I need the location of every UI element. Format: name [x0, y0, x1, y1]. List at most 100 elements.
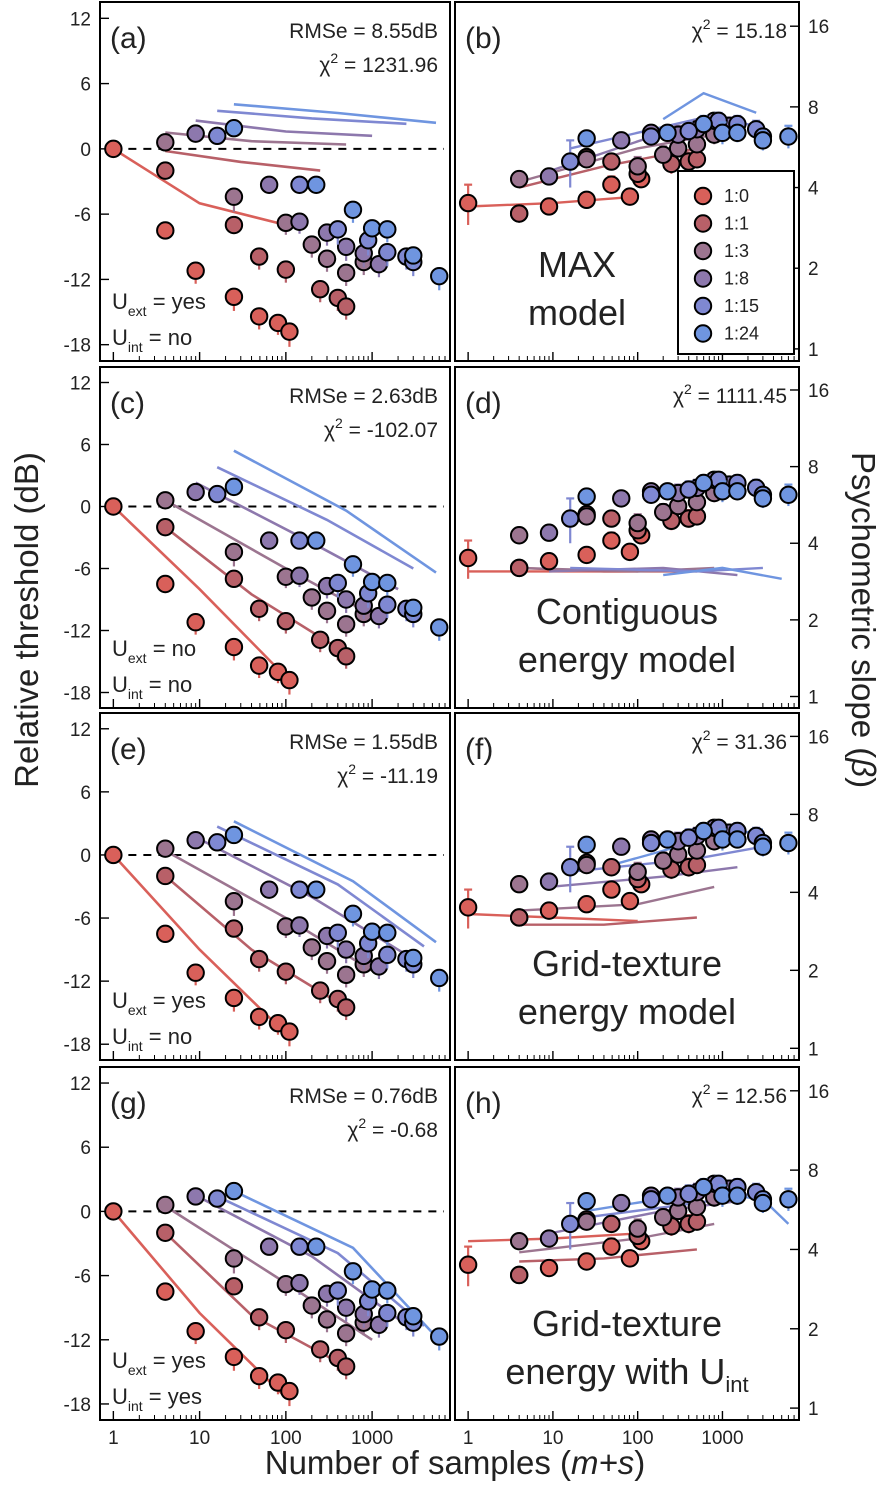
- threshold-point-1-1: [336, 998, 356, 1017]
- model-curve-1-8: [548, 866, 738, 889]
- slope-point-1-0: [602, 175, 621, 194]
- slope-point-1-8: [539, 523, 559, 542]
- threshold-point-1-8: [290, 1273, 309, 1293]
- threshold-point-1-1: [156, 161, 175, 180]
- uext-label: Uext = yes: [112, 1348, 206, 1378]
- threshold-point-1-3: [302, 235, 322, 254]
- threshold-point-1-3: [156, 133, 175, 152]
- threshold-point-1-24: [430, 618, 449, 637]
- y-tick-label: 1: [808, 688, 819, 709]
- threshold-point-1-8: [259, 175, 279, 194]
- legend-label: 1:3: [724, 241, 749, 261]
- chi-symbol: χ: [337, 765, 348, 788]
- threshold-point-1-24: [224, 477, 244, 497]
- panel-label: (h): [465, 1087, 502, 1120]
- x-axis-label: Number of samples (m+s): [265, 1444, 646, 1481]
- threshold-point-1-8: [336, 940, 356, 959]
- threshold-point-1-24: [404, 598, 423, 617]
- threshold-point-1-24: [224, 118, 244, 138]
- threshold-point-1-8: [336, 237, 356, 256]
- slope-point-1-3: [577, 855, 596, 875]
- panel-label: (b): [465, 22, 502, 55]
- threshold-point-1-24: [343, 555, 363, 574]
- slope-point-1-1: [602, 509, 621, 528]
- chi-superscript: 2: [703, 1081, 711, 1097]
- slope-point-1-24: [728, 123, 747, 143]
- y-tick-label: 12: [70, 374, 91, 395]
- slope-point-1-0: [458, 548, 478, 568]
- slope-point-1-24: [694, 821, 713, 841]
- chi-number: = 31.36: [711, 731, 787, 754]
- chi-square-value: χ2 = 12.56: [692, 1081, 787, 1108]
- threshold-point-1-0: [186, 963, 205, 982]
- threshold-point-1-3: [336, 263, 356, 283]
- panel-threshold-c: 12 6 0 -6 -12 -18 (c) RMSe = 2.63dB χ2 = -102.07…: [64, 366, 451, 709]
- y-tick-label: -6: [74, 560, 91, 581]
- threshold-point-1-24: [343, 904, 363, 924]
- y-tick-label: 0: [80, 140, 91, 161]
- slope-point-1-24: [577, 129, 596, 148]
- model-curve-1-24: [233, 1189, 437, 1338]
- slope-point-1-24: [658, 123, 677, 143]
- threshold-point-1-0: [104, 497, 123, 516]
- threshold-point-1-0: [249, 307, 269, 326]
- panel-label: (c): [110, 387, 145, 420]
- slope-point-1-24: [753, 131, 773, 150]
- slope-point-1-1: [602, 858, 621, 877]
- threshold-point-1-1: [249, 1308, 269, 1327]
- x-tick-label: 100: [622, 1428, 654, 1449]
- chi-square-value: χ2 = 15.18: [692, 16, 787, 43]
- model-name-line2: energy model: [518, 639, 736, 680]
- threshold-point-1-24: [430, 266, 449, 286]
- slope-point-1-0: [602, 1237, 621, 1256]
- chi-number: = 12.56: [711, 1085, 787, 1108]
- slope-point-1-0: [602, 531, 621, 550]
- model-curve-1-24: [662, 91, 757, 121]
- threshold-point-1-15: [290, 531, 309, 550]
- y-tick-label: 1: [808, 1399, 819, 1420]
- panel-frame: [99, 1066, 451, 1421]
- threshold-point-1-8: [290, 566, 309, 585]
- threshold-point-1-15: [378, 945, 397, 965]
- slope-point-1-1: [687, 150, 707, 169]
- slope-point-1-3: [509, 526, 529, 545]
- y-tick-label: -18: [64, 1395, 91, 1416]
- slope-point-1-8: [612, 837, 631, 856]
- threshold-point-1-1: [310, 280, 330, 299]
- model-name-line1: MAX: [538, 244, 616, 285]
- threshold-point-1-0: [280, 1381, 299, 1401]
- x-tick-label: 100: [270, 1428, 302, 1449]
- y-tick-label: -12: [64, 622, 91, 643]
- slope-point-1-15: [641, 485, 661, 504]
- x-axis-label-italic: m+s: [571, 1444, 634, 1481]
- threshold-point-1-3: [302, 588, 322, 607]
- y-tick-label: 4: [808, 534, 819, 555]
- slope-point-1-8: [539, 872, 559, 891]
- threshold-point-1-15: [378, 1303, 397, 1323]
- threshold-point-1-24: [362, 922, 382, 941]
- y-tick-label: 4: [808, 883, 819, 904]
- slope-point-1-3: [509, 1231, 529, 1251]
- threshold-point-1-3: [156, 491, 175, 510]
- threshold-point-1-1: [276, 612, 296, 631]
- uint-label: Uint = no: [112, 1024, 192, 1054]
- slope-point-1-3: [509, 875, 529, 894]
- model-curve-1-15: [216, 825, 425, 948]
- slope-point-1-1: [509, 1265, 529, 1285]
- threshold-point-1-24: [378, 923, 397, 942]
- legend-label: 1:24: [724, 324, 759, 344]
- threshold-point-1-24: [404, 246, 423, 265]
- y-tick-label: 16: [808, 17, 829, 38]
- slope-point-1-3: [628, 1219, 647, 1238]
- legend-marker: [693, 296, 713, 316]
- right-axis-label-beta: β: [845, 757, 880, 777]
- threshold-point-1-24: [362, 219, 382, 238]
- model-name-line1: Contiguous: [536, 591, 718, 632]
- threshold-point-1-15: [378, 243, 397, 262]
- panel-threshold-a: 12 6 0 -6 -12 -18 (a) RMSe = 8.55dB χ2 = 1231.96…: [64, 1, 451, 362]
- threshold-point-1-3: [224, 542, 244, 562]
- threshold-point-1-24: [430, 1327, 449, 1346]
- slope-point-1-24: [577, 835, 596, 855]
